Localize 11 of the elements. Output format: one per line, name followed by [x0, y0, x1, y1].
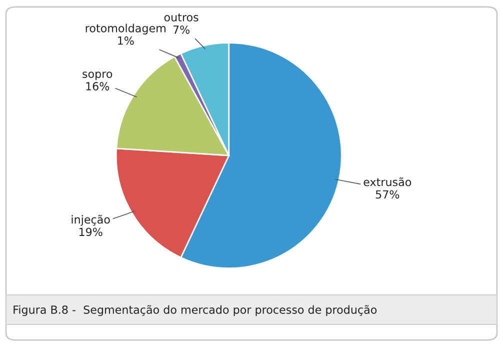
- data-label: 1%: [118, 36, 134, 45]
- data-label: 7%: [173, 25, 190, 34]
- data-label: 19%: [79, 228, 102, 236]
- data-label: 16%: [86, 82, 110, 90]
- slice-label: outros: [164, 13, 198, 22]
- data-label: 57%: [376, 190, 400, 199]
- slice-label: injeção: [72, 214, 110, 226]
- slice-label: extrusão: [364, 177, 412, 186]
- text: Figura B.8 - Segmentação do mercado por processo de produção: [14, 305, 377, 316]
- slice-label: sopro: [82, 72, 112, 80]
- slice-label: rotomoldagem: [86, 24, 166, 34]
